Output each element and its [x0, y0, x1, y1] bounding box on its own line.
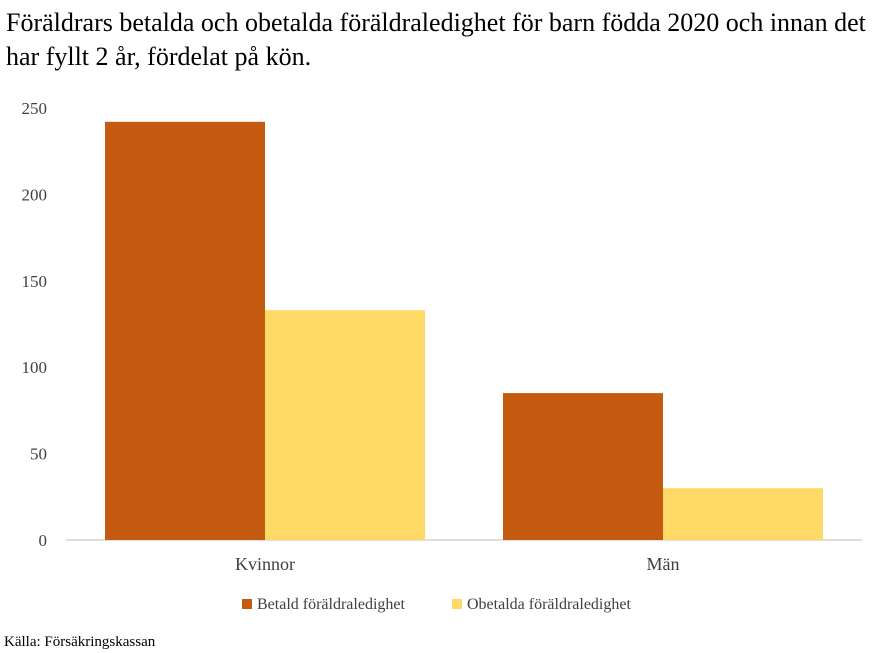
y-tick-label: 100	[22, 358, 48, 377]
y-axis-ticks: 0 50 100 150 200 250	[22, 99, 48, 550]
source-note: Källa: Försäkringskassan	[4, 634, 156, 650]
y-tick-label: 50	[30, 445, 47, 464]
legend-swatch	[452, 599, 462, 609]
bar-m-n-series-2	[663, 488, 823, 540]
x-category-label: Män	[647, 554, 680, 574]
legend-label: Obetalda föräldraledighet	[467, 596, 631, 613]
legend: Betald föräldraledighet Obetalda föräldra…	[242, 596, 631, 613]
bar-m-n-series-1	[503, 393, 663, 540]
bars	[105, 121, 823, 540]
y-tick-label: 150	[22, 272, 48, 291]
legend-swatch	[242, 599, 252, 609]
y-tick-label: 0	[39, 531, 48, 550]
legend-label: Betald föräldraledighet	[257, 596, 405, 613]
chart-title: Föräldrars betalda och obetalda föräldra…	[6, 8, 866, 71]
y-tick-label: 200	[22, 185, 48, 204]
category-labels: Kvinnor Män	[235, 554, 680, 574]
bar-kvinnor-series-2	[265, 310, 425, 540]
x-category-label: Kvinnor	[235, 554, 295, 574]
bar-kvinnor-series-1	[105, 121, 265, 540]
y-tick-label: 250	[22, 99, 48, 118]
